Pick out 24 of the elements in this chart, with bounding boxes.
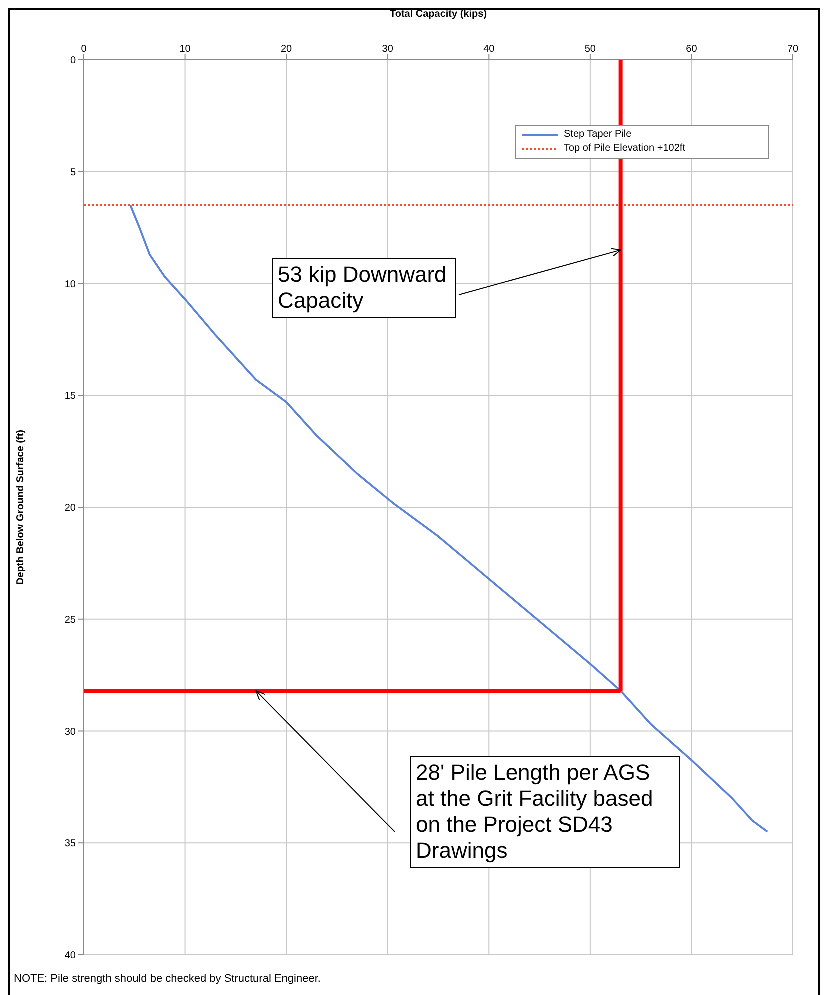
- y-tick-label: 15: [64, 391, 76, 402]
- legend-label: Top of Pile Elevation +102ft: [564, 142, 686, 156]
- y-tick-label: 35: [64, 838, 76, 850]
- legend-label: Step Taper Pile: [564, 128, 632, 142]
- x-tick-label: 20: [281, 44, 293, 55]
- x-tick-label: 30: [382, 44, 394, 55]
- annotation: 28' Pile Length per AGS at the Grit Facility based on the Project SD43 Drawings: [410, 756, 680, 868]
- x-tick-label: 40: [484, 44, 496, 55]
- y-tick-label: 0: [70, 56, 76, 67]
- x-tick-label: 60: [686, 44, 698, 55]
- y-tick-label: 5: [70, 167, 76, 178]
- annotation: 53 kip Downward Capacity: [272, 258, 456, 318]
- x-axis-title: Total Capacity (kips): [390, 9, 488, 20]
- y-tick-label: 30: [64, 726, 76, 738]
- x-tick-label: 0: [81, 44, 88, 55]
- text: NOTE: Pile strength should be checked by Structural Engineer.: [14, 973, 321, 985]
- y-axis-title: Depth Below Ground Surface (ft): [16, 430, 27, 585]
- x-tick-label: 50: [584, 44, 596, 55]
- y-tick-label: 40: [64, 950, 76, 962]
- x-tick-label: 10: [180, 44, 192, 55]
- y-tick-label: 20: [64, 503, 76, 514]
- x-tick-label: 70: [787, 44, 799, 55]
- y-tick-label: 25: [64, 614, 76, 626]
- y-tick-label: 10: [64, 279, 76, 290]
